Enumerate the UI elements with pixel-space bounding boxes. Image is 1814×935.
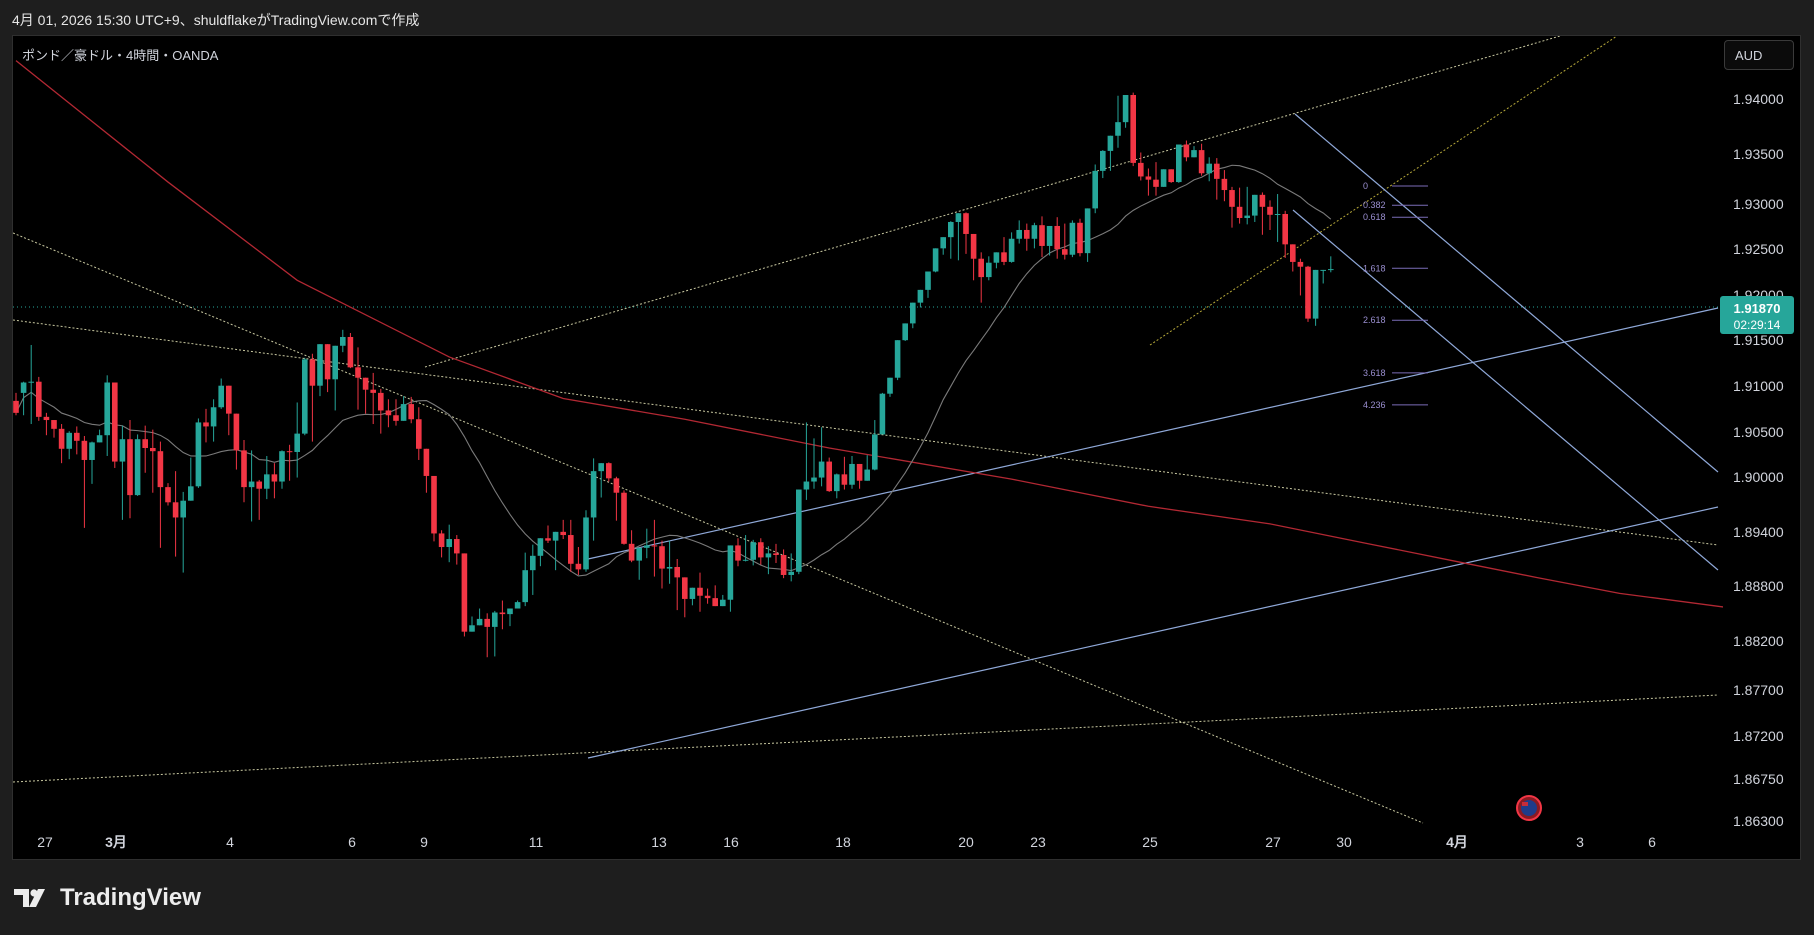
chart-frame[interactable] <box>12 35 1801 860</box>
currency-button[interactable]: AUD <box>1724 40 1794 70</box>
tradingview-logo[interactable]: TradingView <box>14 884 201 912</box>
tradingview-logo-icon <box>14 889 45 907</box>
tradingview-wordmark: TradingView <box>60 884 201 911</box>
header-title: 4月 01, 2026 15:30 UTC+9、shuldflakeがTradi… <box>12 12 420 28</box>
symbol-label: ポンド／豪ドル・4時間・OANDA <box>22 48 219 63</box>
